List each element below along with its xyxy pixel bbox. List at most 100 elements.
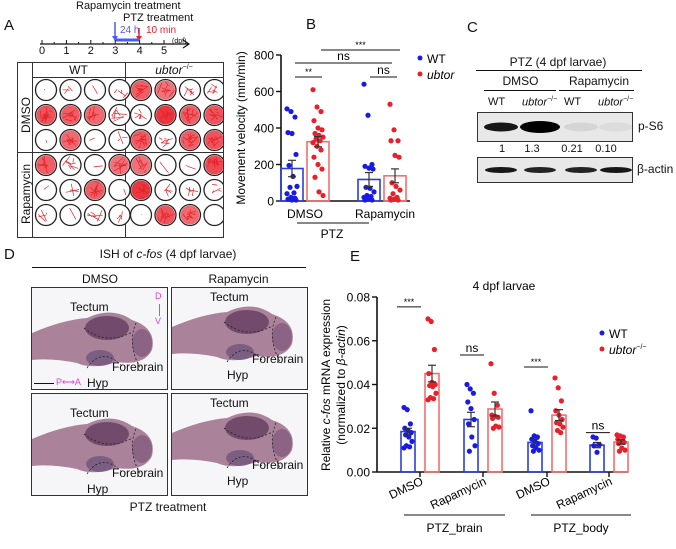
well xyxy=(59,78,82,102)
interval-10min-label: 10 min xyxy=(146,25,177,36)
data-point xyxy=(494,402,500,408)
panel-label-e: E xyxy=(350,248,361,265)
well xyxy=(83,153,107,177)
data-point xyxy=(406,434,412,440)
well xyxy=(83,78,107,102)
well-trace xyxy=(135,84,149,98)
well xyxy=(108,78,131,102)
ish-image-3: Tectum Forebrain Hyp xyxy=(171,393,308,496)
ish-image-1: Tectum Forebrain Hyp xyxy=(171,287,308,390)
well-trace xyxy=(208,108,223,121)
well-circle xyxy=(203,178,223,202)
well xyxy=(129,203,153,227)
well-trace xyxy=(62,156,79,170)
well xyxy=(178,178,202,202)
data-point xyxy=(310,87,316,93)
data-point xyxy=(365,112,371,118)
panel-label-c: C xyxy=(467,19,478,36)
tectum-outline xyxy=(223,321,273,333)
data-point xyxy=(311,154,317,160)
well xyxy=(203,103,223,127)
hyp-label: Hyp xyxy=(87,482,109,496)
blot-actin xyxy=(477,157,633,183)
y-tick-label: 0 xyxy=(267,195,274,209)
blot-label-actin: β-actin xyxy=(637,162,674,176)
well-trace xyxy=(123,188,127,196)
well-trace xyxy=(69,207,77,220)
well-trace xyxy=(62,134,78,146)
y-tick-label: 0.00 xyxy=(347,466,371,480)
y-axis-label-line1: Relative c-fos mRNA expression xyxy=(319,299,333,471)
data-point xyxy=(369,161,375,168)
group-label-ptz: PTZ xyxy=(321,227,344,241)
ish-footer: PTZ treatment xyxy=(129,500,207,514)
data-point xyxy=(490,415,496,422)
blot-band xyxy=(484,122,518,132)
well xyxy=(178,103,202,127)
panel-label-d: D xyxy=(4,246,15,263)
timeline-tick-label: 3 xyxy=(112,45,119,57)
well xyxy=(108,178,131,202)
data-point xyxy=(472,443,478,449)
y-axis-label-line2: (normalized to β-actin) xyxy=(334,325,348,445)
panel-label-b: B xyxy=(306,16,317,33)
data-point xyxy=(288,108,294,115)
legend-marker xyxy=(599,346,605,352)
data-point xyxy=(560,424,566,430)
data-point xyxy=(313,136,319,142)
rapamycin-treatment-label: Rapamycin treatment xyxy=(76,0,181,12)
well xyxy=(154,203,177,227)
well-trace xyxy=(157,81,175,97)
column-label-ubtor: ubtor−/− xyxy=(155,63,193,77)
well xyxy=(154,178,177,202)
blot-header: PTZ (4 dpf larvae) xyxy=(509,55,607,69)
data-point xyxy=(294,183,300,189)
hyp-label: Hyp xyxy=(227,474,249,488)
significance-label: *** xyxy=(355,40,366,50)
well-trace xyxy=(182,107,198,124)
data-point xyxy=(318,147,324,153)
well xyxy=(34,103,58,127)
data-point xyxy=(466,448,472,454)
blot-treatment-dmso: DMSO xyxy=(502,74,539,88)
well xyxy=(34,78,58,102)
well xyxy=(34,153,58,177)
forebrain-label: Forebrain xyxy=(252,458,304,472)
tectum-stain xyxy=(85,316,129,340)
y-tick-label: 600 xyxy=(254,85,274,99)
data-point xyxy=(395,197,401,203)
well-circle xyxy=(203,203,223,227)
well xyxy=(129,128,153,152)
data-point xyxy=(426,370,432,377)
data-point xyxy=(311,118,317,124)
tectum-stain xyxy=(225,310,269,334)
data-point xyxy=(407,444,413,450)
well-trace xyxy=(117,131,128,145)
legend-marker xyxy=(417,55,423,61)
well-trace xyxy=(133,133,148,149)
well-circle xyxy=(34,78,58,102)
well xyxy=(178,153,202,177)
data-point xyxy=(370,166,376,172)
data-point xyxy=(491,390,497,396)
hyp-outline xyxy=(86,356,123,369)
well xyxy=(129,178,153,202)
well-circle xyxy=(59,153,82,177)
data-point xyxy=(431,346,437,353)
data-point xyxy=(317,138,323,144)
blot-treatment-rapamycin: Rapamycin xyxy=(568,74,630,88)
y-tick-label: 0.08 xyxy=(347,291,371,305)
legend-label-wt: WT xyxy=(609,327,628,341)
well-trace xyxy=(182,133,199,147)
larva-image xyxy=(32,312,153,369)
dv-arrow xyxy=(159,304,160,316)
hyp-outline xyxy=(226,456,263,469)
data-point xyxy=(591,443,597,449)
data-point xyxy=(366,165,372,171)
ish-image-0: Tectum Forebrain Hyp D V P⟷A xyxy=(31,287,168,390)
data-point xyxy=(552,375,558,381)
data-point xyxy=(362,163,368,169)
data-point xyxy=(319,127,325,133)
ish-title: ISH of c-fos (4 dpf larvae) xyxy=(99,247,237,261)
well-trace xyxy=(43,185,50,190)
